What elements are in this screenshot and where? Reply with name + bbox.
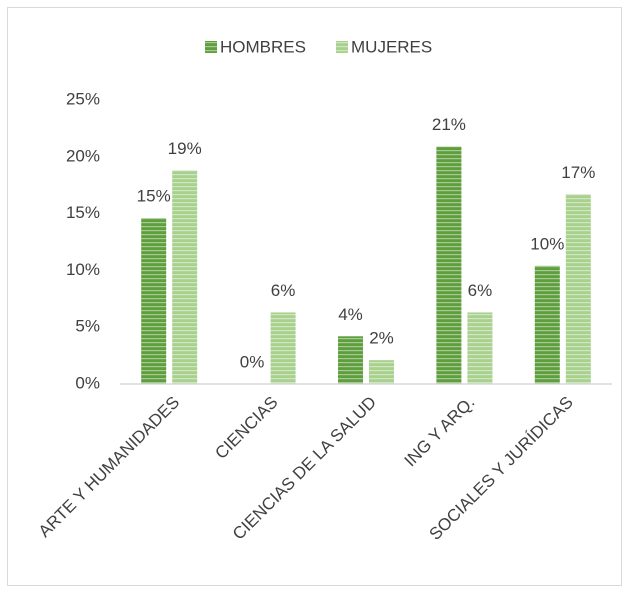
- data-label: 2%: [369, 329, 394, 348]
- data-label: 6%: [271, 281, 296, 300]
- y-tick-label: 0%: [75, 373, 100, 392]
- chart-border: [7, 7, 622, 586]
- bar: [270, 312, 296, 384]
- bar: [436, 146, 462, 384]
- y-tick-label: 20%: [66, 146, 100, 165]
- data-label: 0%: [240, 352, 265, 371]
- data-label: 17%: [561, 163, 595, 182]
- bar: [534, 265, 560, 384]
- data-label: 21%: [432, 115, 466, 134]
- bar: [338, 336, 363, 384]
- bar: [141, 218, 167, 384]
- data-label: 4%: [338, 305, 363, 324]
- bar: [565, 194, 591, 384]
- data-label: 19%: [168, 139, 202, 158]
- data-label: 15%: [137, 187, 171, 206]
- legend-label: MUJERES: [351, 37, 432, 56]
- bar: [467, 312, 493, 384]
- legend-swatch: [205, 41, 217, 53]
- bar: [172, 170, 198, 384]
- y-tick-label: 25%: [66, 89, 100, 108]
- y-tick-label: 10%: [66, 260, 100, 279]
- bar: [369, 360, 394, 384]
- data-label: 10%: [530, 234, 564, 253]
- legend-swatch: [336, 41, 348, 53]
- legend-label: HOMBRES: [220, 37, 306, 56]
- data-label: 6%: [468, 281, 493, 300]
- y-tick-label: 15%: [66, 203, 100, 222]
- y-tick-label: 5%: [75, 317, 100, 336]
